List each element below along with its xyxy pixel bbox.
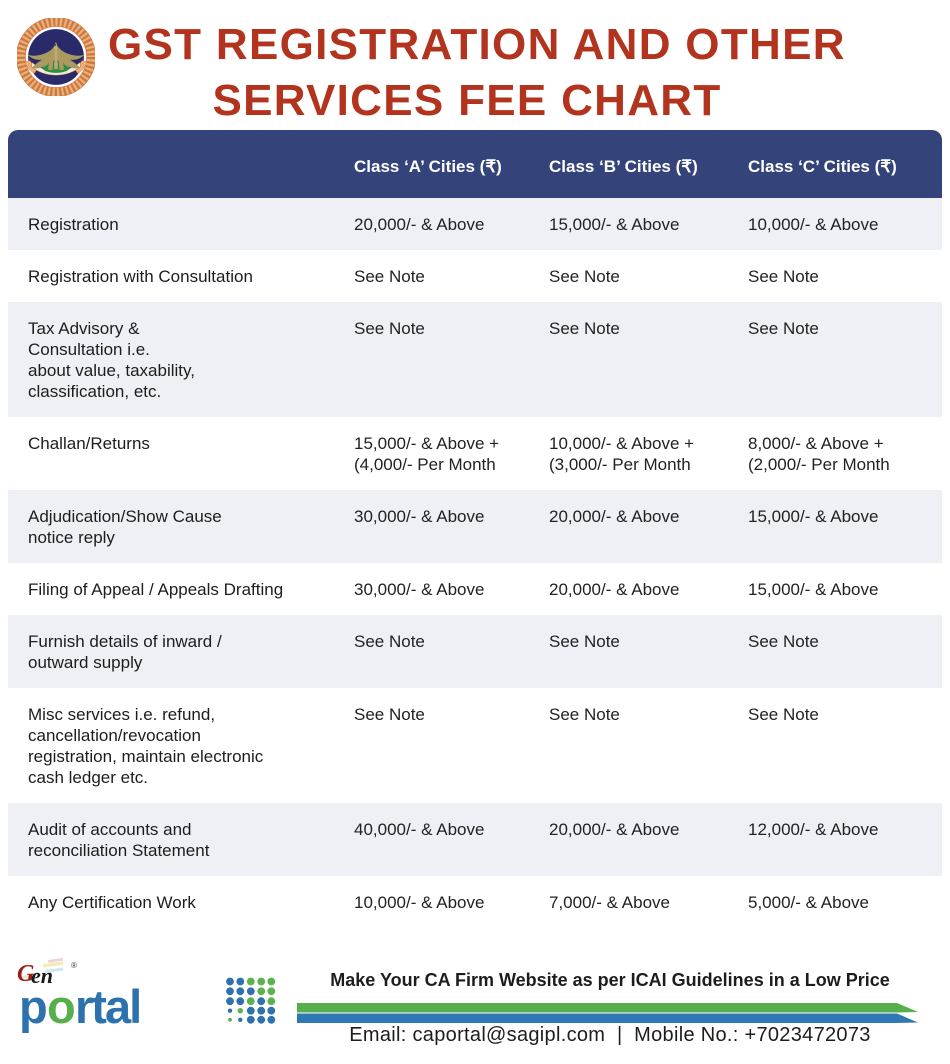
svg-text:p: p [19,980,46,1033]
svg-text:®: ® [71,961,77,970]
svg-text:o: o [47,980,74,1033]
svg-text:rtal: rtal [75,980,140,1033]
